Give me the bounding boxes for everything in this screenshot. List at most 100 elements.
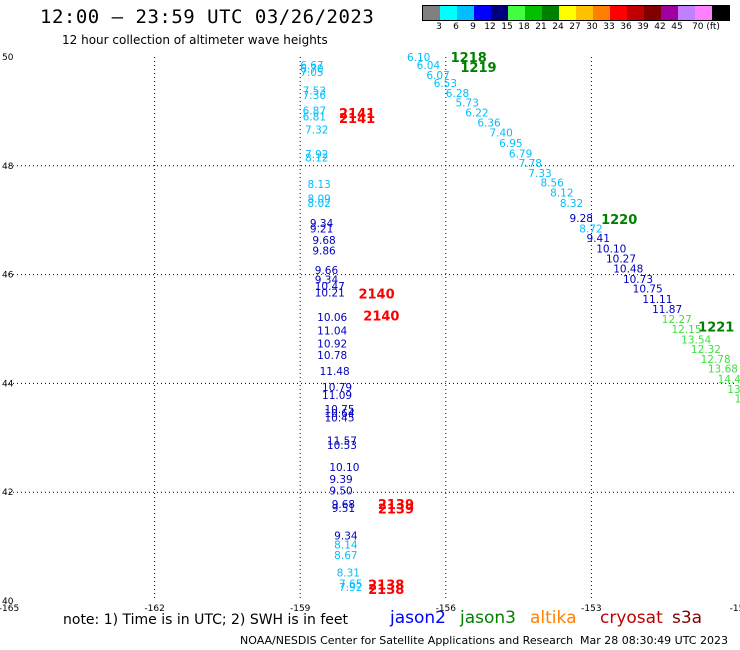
time-label: 2139	[378, 503, 414, 518]
x-tick-label: -159	[290, 604, 311, 614]
color-swatch	[474, 6, 491, 20]
swh-data-label: 8.13	[307, 179, 330, 191]
swh-data-label: 7.40	[489, 128, 512, 140]
swh-data-label: 6.95	[499, 138, 522, 150]
color-swatch	[491, 6, 508, 20]
page-title: 12:00 – 23:59 UTC 03/26/2023	[40, 6, 375, 28]
time-label: 1218	[451, 51, 487, 66]
color-scale-label: 18	[518, 22, 530, 32]
time-label: 1220	[601, 213, 637, 228]
swh-data-label: 8.12	[550, 187, 573, 199]
swh-data-label: 12.32	[691, 344, 721, 356]
time-label: 2140	[358, 288, 394, 303]
color-scale-bar	[422, 5, 730, 21]
legend-jason2: jason2	[390, 608, 446, 628]
swh-data-label: 7.32	[305, 124, 328, 136]
color-swatch	[559, 6, 576, 20]
swh-data-label: 6.67	[300, 60, 323, 72]
swh-data-label: 14.42	[718, 374, 740, 386]
color-scale-label: 30	[586, 22, 598, 32]
credit-text: NOAA/NESDIS Center for Satellite Applica…	[240, 634, 574, 647]
swh-data-label: 8.31	[337, 568, 360, 580]
color-scale-label: 3	[436, 22, 442, 32]
time-label: 2139	[378, 498, 414, 513]
y-tick-label: 46	[2, 271, 14, 281]
color-swatch	[440, 6, 457, 20]
color-scale: 3 6 9 12 15 18 21 24 27 30 33 36 39 42 45 70 (ft)	[422, 5, 730, 32]
legend-cryosat: cryosat	[600, 608, 663, 628]
swh-data-label: 9.68	[312, 235, 335, 247]
swh-data-label: 11.48	[320, 366, 350, 378]
swh-data-label: 10.53	[327, 440, 357, 452]
color-scale-label: 9	[470, 22, 476, 32]
color-swatch	[644, 6, 661, 20]
swh-data-label: 9.68	[332, 499, 355, 511]
color-swatch	[678, 6, 695, 20]
color-scale-label: 24	[552, 22, 564, 32]
swh-data-label: 8.32	[560, 198, 583, 210]
x-tick-label: -15	[730, 604, 740, 614]
swh-data-label: 10.75	[633, 284, 663, 296]
swh-data-label: 10.78	[317, 350, 347, 362]
swh-data-label: 12.78	[701, 354, 731, 366]
color-scale-label: 6	[453, 22, 459, 32]
color-swatch	[695, 6, 712, 20]
time-label: 2141	[339, 107, 375, 122]
swh-data-label: 11.04	[317, 326, 347, 338]
swh-data-label: 9.34	[334, 531, 358, 543]
swh-data-label: 10.45	[324, 413, 354, 425]
color-swatch	[423, 6, 440, 20]
page-subtitle: 12 hour collection of altimeter wave hei…	[62, 33, 328, 47]
time-label: 1221	[698, 320, 734, 335]
color-swatch	[610, 6, 627, 20]
time-label: 1219	[460, 61, 496, 76]
swh-data-label: 10.10	[329, 462, 359, 474]
swh-data-label: 7.33	[528, 168, 551, 180]
swh-data-label: 12.96	[735, 394, 740, 406]
swh-data-label: 5.73	[456, 98, 479, 110]
color-scale-label: 33	[603, 22, 615, 32]
legend-jason3: jason3	[460, 608, 516, 628]
x-tick-label: -165	[0, 604, 19, 614]
color-swatch	[457, 6, 474, 20]
swh-data-label: 11.57	[327, 436, 357, 448]
swh-data-label: 9.41	[587, 233, 610, 245]
swh-data-label: 10.27	[606, 253, 636, 265]
swh-data-label: 6.10	[407, 52, 430, 64]
swh-data-label: 7.78	[519, 158, 542, 170]
swh-data-label: 9.34	[315, 274, 339, 286]
swh-data-label: 7.53	[303, 86, 326, 98]
y-tick-label: 48	[2, 162, 14, 172]
color-scale-label: 21	[535, 22, 547, 32]
swh-data-label: 6.81	[303, 111, 326, 123]
swh-data-label: 7.05	[300, 67, 323, 79]
swh-data-label: 10.92	[317, 339, 347, 351]
swh-data-label: 7.65	[339, 579, 362, 591]
swh-data-label: 10.06	[317, 312, 347, 324]
swh-data-label: 6.04	[417, 60, 441, 72]
swh-data-label: 13.54	[681, 334, 711, 346]
color-scale-label: 42	[654, 22, 666, 32]
legend-s3a: s3a	[672, 608, 703, 628]
swh-data-label: 7.92	[339, 582, 362, 594]
swh-data-label: 6.22	[465, 107, 488, 119]
color-swatch	[627, 6, 644, 20]
credit-line: NOAA/NESDIS Center for Satellite Applica…	[240, 634, 728, 647]
color-scale-label: 45	[671, 22, 683, 32]
swh-data-label: 6.87	[303, 105, 326, 117]
y-tick-label: 50	[2, 53, 14, 63]
swh-data-label: 9.28	[570, 213, 593, 225]
swh-data-label: 6.79	[509, 148, 532, 160]
swh-data-label: 13.68	[708, 364, 738, 376]
swh-data-label: 13.85	[727, 384, 740, 396]
swh-data-label: 7.92	[305, 149, 328, 161]
swh-data-label: 9.51	[332, 503, 355, 515]
swh-data-label: 6.53	[434, 78, 457, 90]
swh-data-label: 9.39	[329, 474, 352, 486]
color-swatch	[593, 6, 610, 20]
swh-data-label: 12.27	[662, 314, 692, 326]
time-label: 2140	[363, 309, 399, 324]
time-label: 2138	[368, 583, 404, 598]
color-scale-label: 15	[501, 22, 513, 32]
